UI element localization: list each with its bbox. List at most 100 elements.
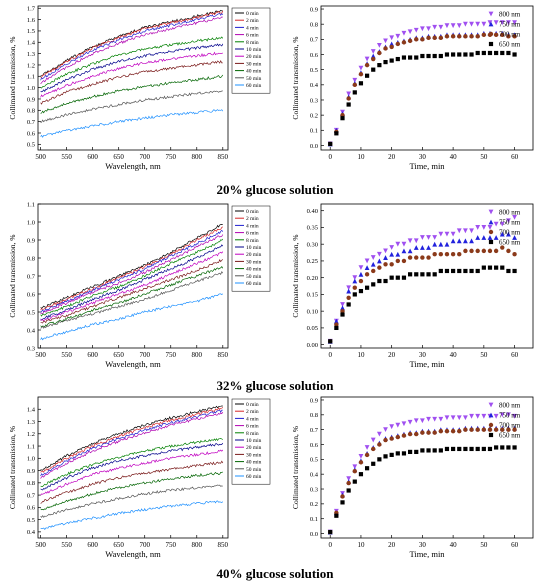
data-point-650-nm bbox=[451, 446, 456, 452]
data-point-800-nm bbox=[419, 235, 425, 240]
data-point-700-nm bbox=[407, 255, 413, 260]
data-point-800-nm bbox=[407, 419, 413, 425]
kinetics-x-tick-label: 0 bbox=[328, 351, 332, 359]
legend-label: 10 min bbox=[246, 438, 262, 444]
data-point-650-nm bbox=[334, 513, 339, 518]
data-point-800-nm bbox=[352, 275, 358, 281]
data-point-700-nm bbox=[358, 460, 364, 465]
spectra-x-tick-label: 650 bbox=[113, 153, 124, 161]
spectra-x-tick-label: 700 bbox=[139, 541, 150, 549]
spectra-x-tick-label: 600 bbox=[87, 351, 98, 359]
data-point-700-nm bbox=[469, 427, 474, 432]
data-point-800-nm bbox=[469, 21, 474, 27]
data-point-650-nm bbox=[500, 265, 505, 270]
data-point-700-nm bbox=[444, 252, 450, 257]
data-point-800-nm bbox=[481, 21, 487, 27]
data-point-700-nm bbox=[512, 34, 517, 39]
data-point-750-nm bbox=[444, 241, 450, 247]
data-point-700-nm bbox=[475, 34, 480, 39]
data-point-800-nm bbox=[370, 49, 376, 54]
legend-label: 50 min bbox=[246, 274, 262, 280]
data-point-700-nm bbox=[377, 50, 382, 56]
data-point-800-nm bbox=[450, 23, 456, 29]
legend-marker bbox=[488, 402, 494, 408]
data-point-650-nm bbox=[408, 272, 413, 277]
data-point-800-nm bbox=[401, 30, 407, 36]
data-point-650-nm bbox=[426, 53, 431, 59]
data-point-750-nm bbox=[407, 248, 413, 254]
data-point-800-nm bbox=[395, 33, 401, 39]
spectra-x-tick-label: 550 bbox=[61, 351, 72, 359]
data-point-700-nm bbox=[500, 245, 505, 250]
data-point-650-nm bbox=[358, 288, 364, 294]
data-point-750-nm bbox=[346, 288, 352, 294]
data-point-700-nm bbox=[450, 252, 456, 257]
spectra-series-group bbox=[40, 9, 224, 138]
data-point-650-nm bbox=[438, 53, 443, 59]
series-line-30-min bbox=[40, 460, 224, 504]
data-point-700-nm bbox=[481, 427, 487, 432]
data-point-650-nm bbox=[500, 445, 505, 450]
data-point-650-nm bbox=[371, 67, 376, 72]
data-point-700-nm bbox=[395, 41, 401, 47]
legend-marker bbox=[488, 21, 494, 27]
spectra-y-tick-label: 0.9 bbox=[27, 237, 35, 244]
data-point-800-nm bbox=[463, 21, 468, 27]
data-point-800-nm bbox=[444, 23, 450, 29]
spectra-axes: 500 550 600 650 700 750 800 850 0.4 0.5 0.6 0.7 0.8 0… bbox=[8, 396, 229, 559]
data-point-700-nm bbox=[438, 428, 444, 434]
data-point-650-nm bbox=[475, 268, 480, 274]
legend-label: 30 min bbox=[246, 61, 262, 67]
legend-marker bbox=[488, 41, 494, 47]
kinetics-x-tick-label: 10 bbox=[357, 153, 365, 161]
legend-label: 0 min bbox=[246, 11, 259, 17]
spectra-y-tick-label: 1.0 bbox=[27, 85, 35, 92]
data-point-700-nm bbox=[401, 258, 407, 264]
data-point-650-nm bbox=[395, 275, 400, 280]
kinetics-legend: 800 nm 750 nm 700 nm 650 nm bbox=[488, 209, 521, 247]
data-point-750-nm bbox=[432, 241, 438, 247]
data-point-650-nm bbox=[512, 268, 517, 274]
data-point-700-nm bbox=[450, 34, 456, 39]
kinetics-y-tick-label: 0.2 bbox=[310, 501, 318, 508]
data-point-700-nm bbox=[432, 252, 437, 257]
kinetics-x-tick-label: 30 bbox=[419, 541, 427, 549]
spectra-x-tick-label: 700 bbox=[139, 351, 150, 359]
data-point-700-nm bbox=[395, 434, 401, 440]
spectra-y-tick-label: 1.2 bbox=[27, 62, 35, 69]
data-point-800-nm bbox=[376, 43, 382, 48]
data-point-700-nm bbox=[475, 248, 480, 254]
spectra-y-tick-label: 0.6 bbox=[27, 505, 36, 512]
spectra-y-tick-label: 0.7 bbox=[27, 119, 36, 126]
data-point-800-nm bbox=[383, 248, 388, 254]
kinetics-x-axis-label: Time, min bbox=[409, 549, 445, 559]
kinetics-points-group bbox=[327, 20, 517, 147]
legend-marker bbox=[488, 412, 494, 418]
kinetics-y-tick-label: 0.4 bbox=[310, 82, 319, 89]
series-line-30-min bbox=[40, 59, 223, 105]
data-point-700-nm bbox=[463, 427, 468, 432]
caption-32: 32% glucose solution bbox=[216, 378, 334, 393]
spectra-x-tick-label: 550 bbox=[61, 541, 72, 549]
kinetics-y-tick-label: 0.0 bbox=[310, 531, 318, 538]
data-point-700-nm bbox=[481, 248, 487, 254]
data-point-650-nm bbox=[475, 50, 480, 56]
series-line-50-min bbox=[40, 484, 223, 518]
legend-label: 750 nm bbox=[499, 21, 521, 29]
data-point-650-nm bbox=[371, 461, 376, 466]
kinetics-y-tick-label: 0.3 bbox=[310, 97, 318, 104]
data-point-650-nm bbox=[414, 449, 419, 455]
data-point-700-nm bbox=[506, 34, 511, 39]
data-point-750-nm bbox=[487, 235, 493, 240]
data-point-800-nm bbox=[512, 20, 517, 26]
spectra-x-tick-label: 500 bbox=[35, 541, 46, 549]
legend-label: 2 min bbox=[246, 18, 259, 24]
spectra-x-tick-label: 800 bbox=[192, 351, 203, 359]
data-point-700-nm bbox=[438, 35, 444, 41]
legend-marker bbox=[488, 229, 494, 235]
kinetics-y-tick-label: 0.2 bbox=[310, 112, 318, 119]
chart-32-kinetics: 0 10 20 30 40 50 60 0.00 0.05 0.10 0.15 0.20 0.25 0.3… bbox=[291, 203, 534, 369]
chart-40-kinetics: 0 10 20 30 40 50 60 0.0 0.1 0.2 0.3 0.4 0.5 0.6 0.7 0.8… bbox=[291, 396, 534, 559]
data-point-700-nm bbox=[463, 248, 468, 254]
data-point-800-nm bbox=[370, 255, 376, 260]
